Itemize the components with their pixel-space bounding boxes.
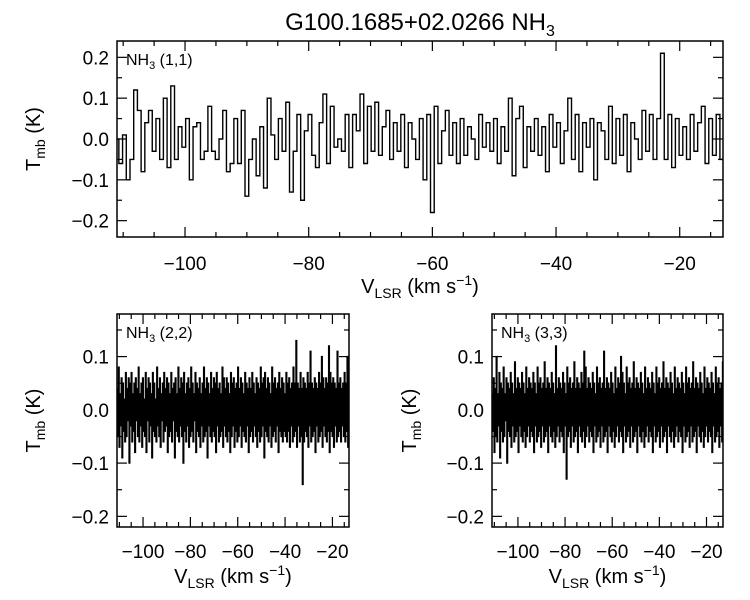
y-tick-label: −0.1: [71, 454, 109, 475]
panel-bottom-right: −100 −80 −60 −40 −20 −0.2 −0.1 0.0 0.1 VLSR (km s…: [399, 313, 724, 591]
x-tick-label: −20: [664, 254, 696, 275]
x-tick-label: −100: [122, 542, 165, 563]
transition-label: NH3 (2,2): [126, 325, 193, 345]
x-tick-label: −100: [497, 542, 540, 563]
transition-label: NH3 (3,3): [501, 325, 568, 345]
y-tick-label: 0.0: [83, 130, 109, 151]
x-tick-label: −20: [316, 542, 348, 563]
x-axis-label: VLSR (km s−1): [361, 272, 479, 301]
spectrum-line: [117, 339, 349, 486]
y-tick-label: −0.2: [71, 212, 109, 233]
x-tick-label: −80: [174, 542, 206, 563]
y-tick-label: 0.1: [458, 348, 484, 369]
x-axis-label: VLSR (km s−1): [549, 562, 667, 591]
x-tick-label: −40: [269, 542, 301, 563]
plot-frame: [116, 313, 350, 528]
x-tick-label: −60: [596, 542, 628, 563]
x-tick-label: −40: [643, 542, 675, 563]
x-tick-label: −60: [222, 542, 254, 563]
plot-frame: [491, 313, 724, 528]
spectrum-line: [492, 345, 723, 480]
y-tick-label: −0.1: [446, 454, 484, 475]
x-tick-label: −80: [293, 254, 325, 275]
y-axis-label: Tmb (K): [399, 389, 424, 453]
y-axis-label: Tmb (K): [23, 107, 48, 171]
spectrum-line: [117, 52, 723, 214]
panel-bottom-left: −100 −80 −60 −40 −20 −0.2 −0.1 0.0 0.1 VLSR (km s…: [23, 313, 350, 591]
panel-top: −100 −80 −60 −40 −20 −0.2 −0.1 0.0 0.1 0.2 VLSR (k…: [23, 40, 724, 301]
x-tick-label: −100: [164, 254, 207, 275]
x-tick-label: −60: [416, 254, 448, 275]
y-tick-label: −0.2: [446, 507, 484, 528]
y-tick-label: 0.1: [83, 89, 109, 110]
transition-label: NH3 (1,1): [126, 52, 193, 72]
figure-title: G100.1685+02.0266 NH3: [285, 9, 555, 40]
x-tick-label: −40: [540, 254, 572, 275]
y-tick-label: 0.0: [458, 401, 484, 422]
x-tick-label: −80: [549, 542, 581, 563]
x-tick-label: −20: [690, 542, 722, 563]
x-axis-label: VLSR (km s−1): [174, 562, 292, 591]
y-axis-label: Tmb (K): [23, 389, 48, 453]
y-tick-label: 0.2: [83, 48, 109, 69]
y-tick-label: 0.1: [83, 348, 109, 369]
y-tick-label: 0.0: [83, 401, 109, 422]
y-tick-label: −0.2: [71, 507, 109, 528]
y-tick-label: −0.1: [71, 171, 109, 192]
